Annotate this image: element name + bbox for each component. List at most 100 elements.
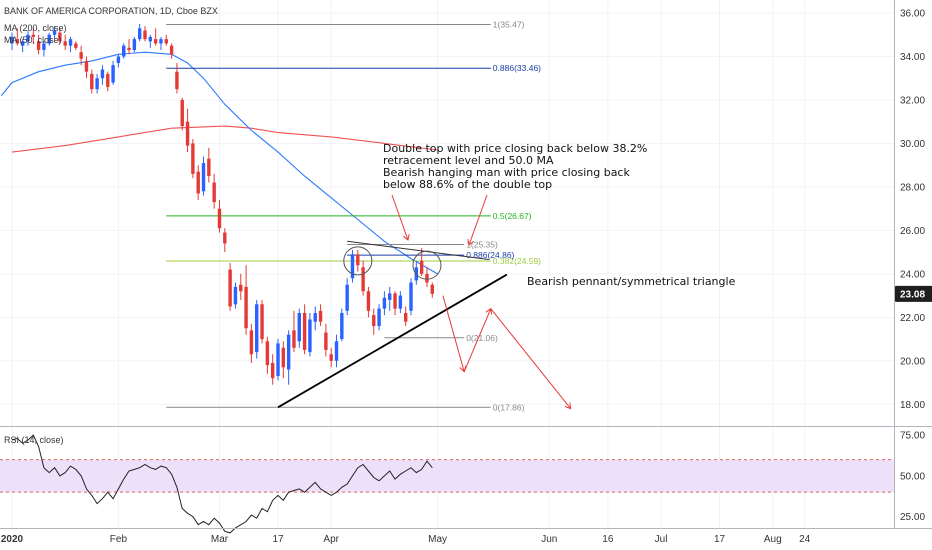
candle [180, 97, 184, 131]
candle [276, 339, 280, 381]
projection-arrow-segment [463, 308, 492, 372]
candle-body [100, 69, 105, 79]
candle-body [207, 158, 211, 177]
candle [366, 286, 371, 318]
candle-body [356, 254, 360, 266]
candle [47, 32, 51, 46]
annotation-arrow-right [468, 194, 488, 246]
fib-level-label: 1(35.47) [493, 20, 525, 30]
candle-body [127, 47, 131, 50]
candle-body [90, 73, 94, 90]
rsi-band [0, 459, 894, 493]
price-tick-label: 22.00 [900, 313, 925, 324]
candle-body [122, 45, 126, 57]
ma50-line [0, 51, 438, 275]
candle [201, 156, 206, 196]
candle [286, 330, 291, 385]
candle-body [308, 319, 312, 353]
candle [430, 282, 434, 298]
fib-level-label: 0.382(24.59) [493, 256, 541, 266]
candle [26, 30, 30, 46]
time-tick-label: 24 [799, 534, 811, 545]
candle-body [403, 312, 408, 322]
candle [68, 36, 73, 53]
candle [79, 45, 83, 66]
candle-body [31, 34, 35, 37]
price-pane-background [0, 0, 894, 426]
candle [265, 336, 270, 374]
price-tick-label: 24.00 [900, 269, 925, 280]
candle [334, 334, 339, 368]
candle [20, 39, 25, 53]
candle-body [270, 362, 275, 379]
candle [143, 26, 147, 42]
candle [111, 60, 115, 85]
rsi-pane[interactable]: RSI (14, close) [0, 434, 894, 534]
candle-body [26, 34, 30, 42]
candle-body [169, 45, 174, 55]
candle [122, 43, 126, 59]
candle-body [233, 286, 238, 305]
candle [409, 278, 413, 316]
candle-body [382, 297, 387, 309]
candle [175, 63, 179, 94]
fib-level-label: 0.886(24.86) [466, 250, 514, 260]
candle [15, 28, 20, 46]
candle [217, 199, 222, 233]
price-axis[interactable]: 36.00 34.00 32.00 30.00 28.00 26.00 24.00 22.00… [900, 9, 925, 411]
candle [196, 165, 200, 200]
candle [249, 323, 254, 363]
annotation-arrow-left [391, 194, 409, 241]
price-tick-label: 34.00 [900, 52, 925, 63]
candle [398, 291, 403, 313]
rsi-line [11, 434, 433, 534]
candle-body [63, 41, 67, 46]
rsi-legend: RSI (14, close) [4, 435, 64, 445]
price-pane[interactable]: 1(35.47) 0.886(33.46) 0.5(26.67) 0.382(24.5… [0, 0, 894, 528]
candle-body [223, 232, 227, 244]
candle-body [212, 182, 216, 203]
candle [297, 308, 301, 348]
candle [164, 34, 168, 46]
candle [281, 341, 286, 379]
ma200-line [11, 125, 438, 153]
candle [393, 291, 397, 316]
rsi-axis[interactable]: 75.00 50.00 25.00 [900, 431, 925, 523]
candle [233, 282, 238, 309]
candle-body [79, 52, 83, 59]
candle-body [143, 30, 147, 40]
time-axis[interactable]: 2020 Feb Mar 17 Apr May Jun 16 Jul 17 Aug 24 [1, 534, 811, 545]
annotation-pennant-label: Bearish pennant/symmetrical triangle [527, 275, 736, 288]
candle [159, 36, 163, 50]
candle [382, 291, 387, 316]
price-tick-label: 18.00 [900, 400, 925, 411]
fib-level-label: 0.886(33.46) [493, 63, 541, 73]
time-tick-label: Mar [211, 534, 229, 545]
candle [148, 34, 153, 48]
candle-body [350, 254, 355, 279]
candle-body [377, 308, 381, 327]
candle-body [318, 310, 323, 322]
candle-body [361, 267, 365, 292]
annotation-arrow-left-head [403, 234, 410, 241]
candle-body [425, 273, 429, 283]
annotations: Double top with price closing back below… [383, 142, 736, 288]
candle-body [175, 71, 179, 90]
candle-body [260, 304, 264, 340]
current-price-value: 23.08 [900, 289, 925, 300]
candle-body [297, 312, 301, 342]
candle [31, 28, 35, 44]
candle [425, 267, 429, 287]
pattern-circle [343, 246, 373, 276]
candle [58, 28, 62, 44]
annotation-double-top-line-4: below 88.6% of the double top [383, 178, 552, 191]
projection-arrow-segment-head [564, 402, 572, 410]
candle-body [334, 341, 339, 361]
time-tick-label: 2020 [1, 534, 24, 545]
candle-body [388, 293, 392, 300]
candle-body [196, 171, 200, 194]
candle-body [58, 32, 62, 42]
fib-level-label: 0.5(26.67) [493, 211, 532, 221]
candle-body [36, 41, 41, 50]
